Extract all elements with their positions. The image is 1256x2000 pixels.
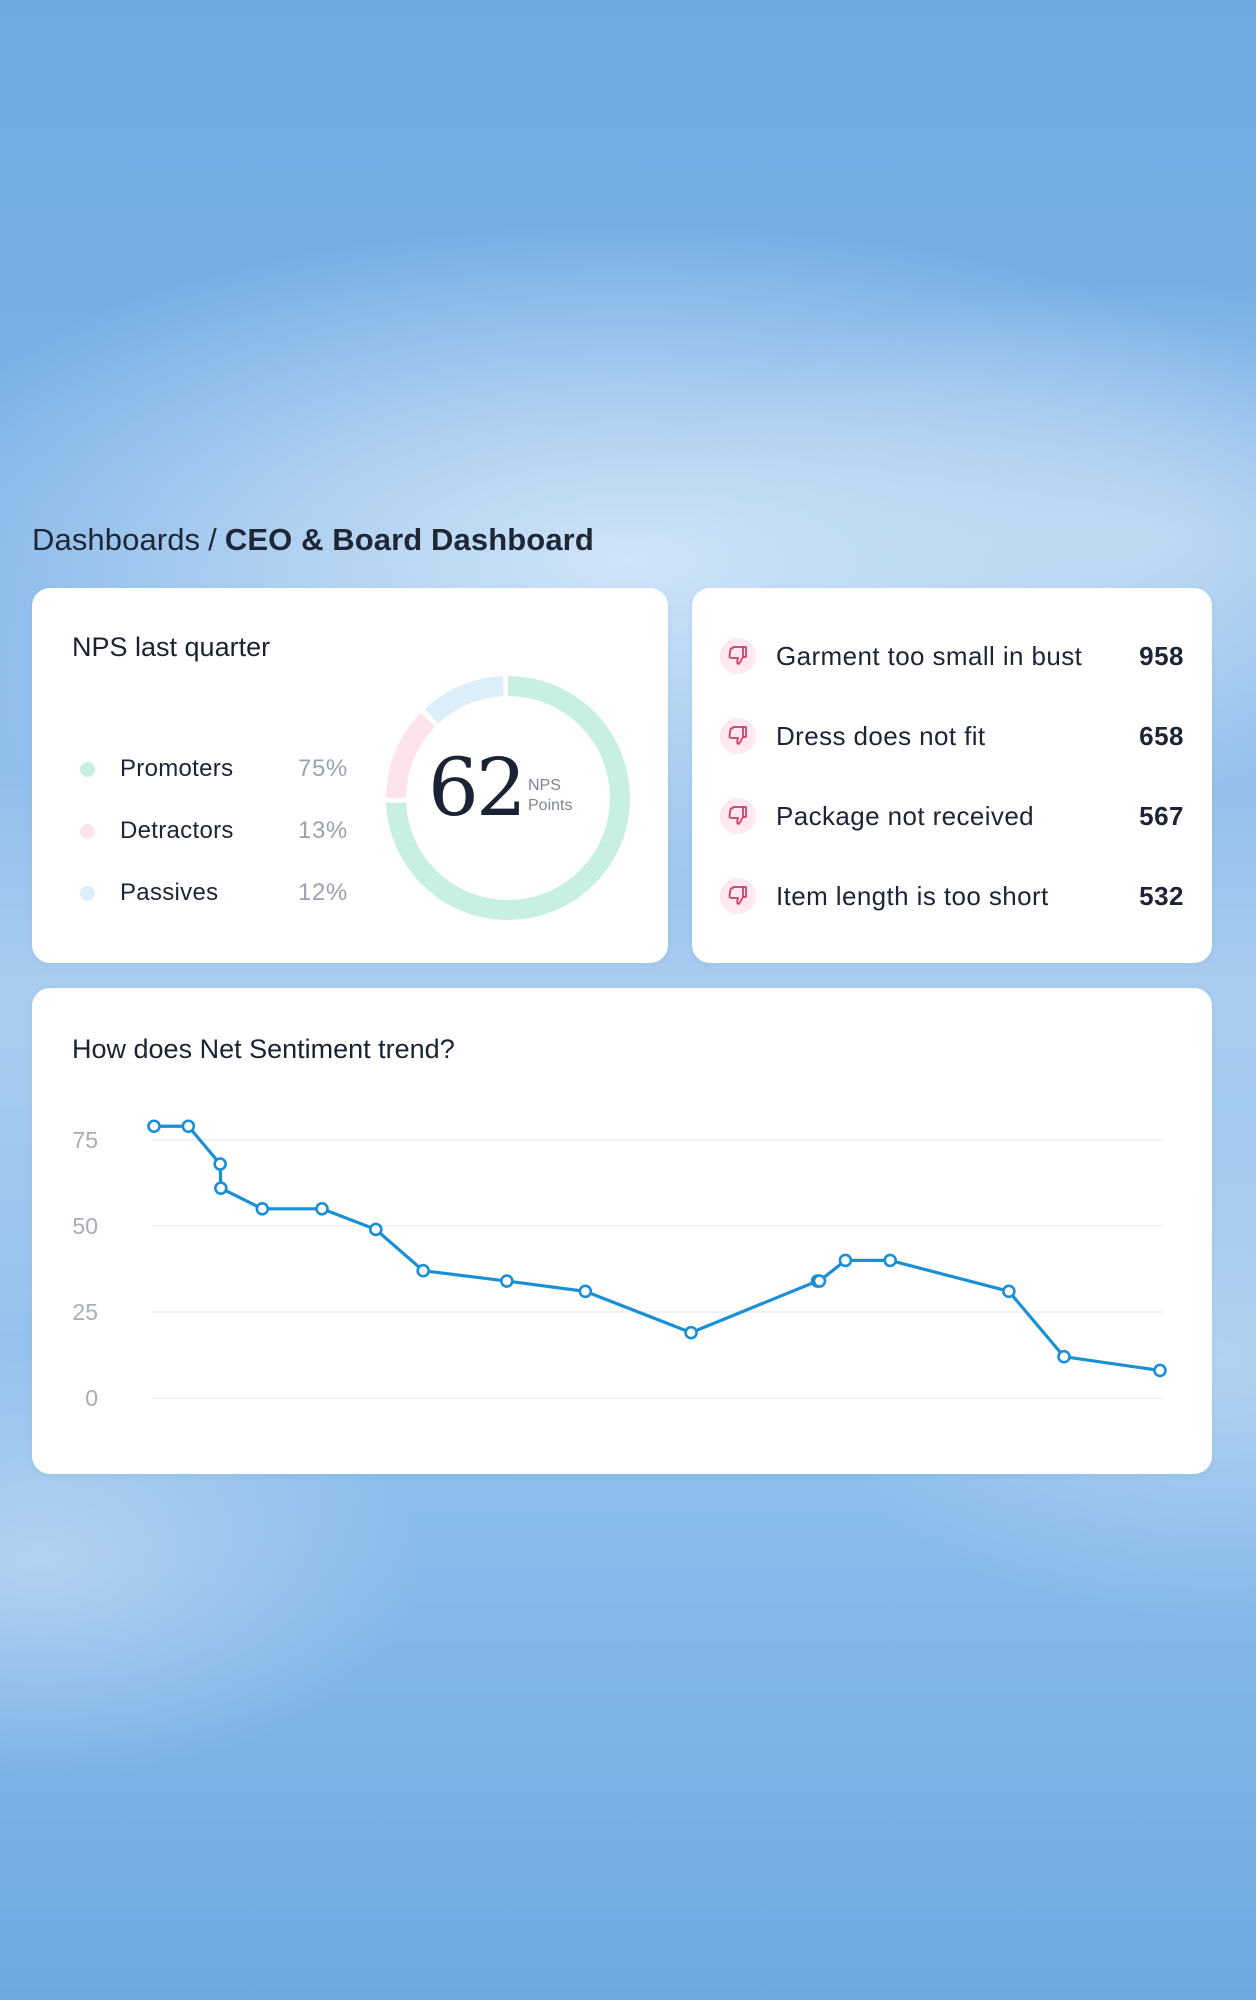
page-title: CEO & Board Dashboard [224,522,594,557]
nps-unit-line1: NPS [528,777,561,794]
nps-unit-label: NPS Points [528,776,572,816]
legend-percent: 75% [298,755,348,782]
net-sentiment-title: How does Net Sentiment trend? [72,1034,455,1064]
donut-segment-promoters [386,676,630,920]
nps-card: NPS last quarter Promoters 75% Detractor… [32,588,668,963]
thumbs-down-icon [720,798,756,834]
data-point[interactable] [214,1181,228,1195]
legend-label: Detractors [120,817,234,844]
data-point[interactable] [578,1284,593,1299]
sentiment-series-line [152,1124,1162,1373]
legend-percent: 13% [298,817,348,844]
net-sentiment-line-chart: 0 25 50 75 [72,1119,1167,1411]
legend-label: Promoters [120,755,234,782]
breadcrumb-parent-link[interactable]: Dashboards [32,522,201,557]
y-tick-label: 0 [85,1385,98,1411]
issue-row[interactable]: Garment too small in bust 958 [692,636,1212,676]
y-tick-label: 75 [72,1127,98,1153]
issue-row[interactable]: Dress does not fit 658 [692,716,1212,756]
issue-label: Dress does not fit [776,720,986,751]
data-point[interactable] [1153,1363,1167,1378]
data-point[interactable] [315,1202,329,1216]
nps-unit-line2: Points [528,797,573,814]
legend-percent: 12% [298,879,348,906]
legend-item-promoters: Promoters 75% [72,738,352,800]
data-point[interactable] [255,1202,270,1216]
issue-row[interactable]: Item length is too short 532 [692,876,1212,916]
data-point[interactable] [500,1274,514,1288]
data-point[interactable] [812,1274,827,1288]
thumbs-down-icon [720,638,756,674]
thumbs-down-icon [720,718,756,754]
y-tick-label: 25 [72,1299,98,1325]
data-point[interactable] [838,1253,853,1268]
nps-donut-svg [386,676,630,920]
data-point[interactable] [883,1253,897,1268]
net-sentiment-card: How does Net Sentiment trend? 0 25 50 75 [32,988,1212,1474]
y-tick-label: 50 [72,1213,98,1239]
issue-count: 958 [1139,640,1184,671]
data-point[interactable] [213,1157,227,1171]
data-point[interactable] [684,1325,698,1340]
legend-item-passives: Passives 12% [72,862,352,924]
issue-count: 532 [1139,880,1184,911]
nps-score: 62 [428,741,527,834]
top-issues-card: Garment too small in bust 958 Dress does… [692,588,1212,963]
issue-label: Garment too small in bust [776,640,1083,671]
promoters-dot-icon [80,761,95,777]
issue-label: Package not received [776,800,1035,831]
data-point[interactable] [1002,1284,1016,1299]
legend-label: Passives [120,879,219,906]
data-point[interactable] [369,1222,383,1237]
issue-row[interactable]: Package not received 567 [692,796,1212,836]
data-point[interactable] [1057,1349,1071,1364]
data-point[interactable] [181,1119,196,1134]
issue-count: 567 [1139,800,1184,831]
legend-item-detractors: Detractors 13% [72,800,352,862]
breadcrumb: Dashboards / CEO & Board Dashboard [32,522,594,558]
issue-label: Item length is too short [776,880,1049,911]
thumbs-down-icon [720,878,756,914]
nps-card-title: NPS last quarter [72,632,271,662]
data-point[interactable] [416,1263,430,1278]
detractors-dot-icon [80,823,95,839]
data-point[interactable] [147,1119,161,1134]
nps-donut-chart: 62 NPS Points [378,668,638,928]
nps-legend: Promoters 75% Detractors 13% Passives 12… [72,738,352,924]
issue-count: 658 [1139,720,1184,751]
passives-dot-icon [80,885,95,901]
breadcrumb-separator: / [208,522,217,557]
